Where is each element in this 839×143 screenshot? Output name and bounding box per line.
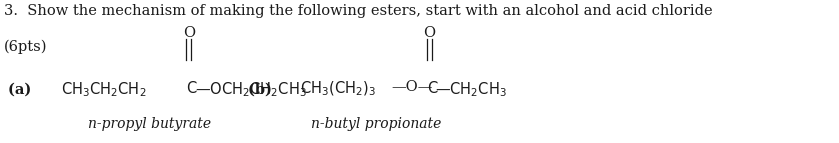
Text: —O—: —O—	[391, 80, 432, 94]
Text: $\mathsf{CH_3(CH_2)_3}$: $\mathsf{CH_3(CH_2)_3}$	[300, 80, 376, 99]
Text: $\mathsf{C}$: $\mathsf{C}$	[186, 80, 198, 96]
Text: (6pts): (6pts)	[4, 40, 48, 54]
Text: (b): (b)	[248, 83, 277, 97]
Text: $\mathsf{C}$: $\mathsf{C}$	[427, 80, 439, 96]
Text: (a): (a)	[8, 83, 37, 97]
Text: 3.  Show the mechanism of making the following esters, start with an alcohol and: 3. Show the mechanism of making the foll…	[4, 4, 713, 18]
Text: $\mathsf{—CH_2CH_3}$: $\mathsf{—CH_2CH_3}$	[435, 80, 508, 99]
Text: —$\mathsf{OCH_2CH_2CH_3}$: —$\mathsf{OCH_2CH_2CH_3}$	[195, 80, 306, 99]
Text: n-propyl butyrate: n-propyl butyrate	[88, 117, 211, 131]
Text: O: O	[424, 26, 435, 40]
Text: $\mathsf{CH_3CH_2CH_2}$: $\mathsf{CH_3CH_2CH_2}$	[61, 80, 147, 99]
Text: O: O	[183, 26, 195, 40]
Text: n-butyl propionate: n-butyl propionate	[310, 117, 441, 131]
